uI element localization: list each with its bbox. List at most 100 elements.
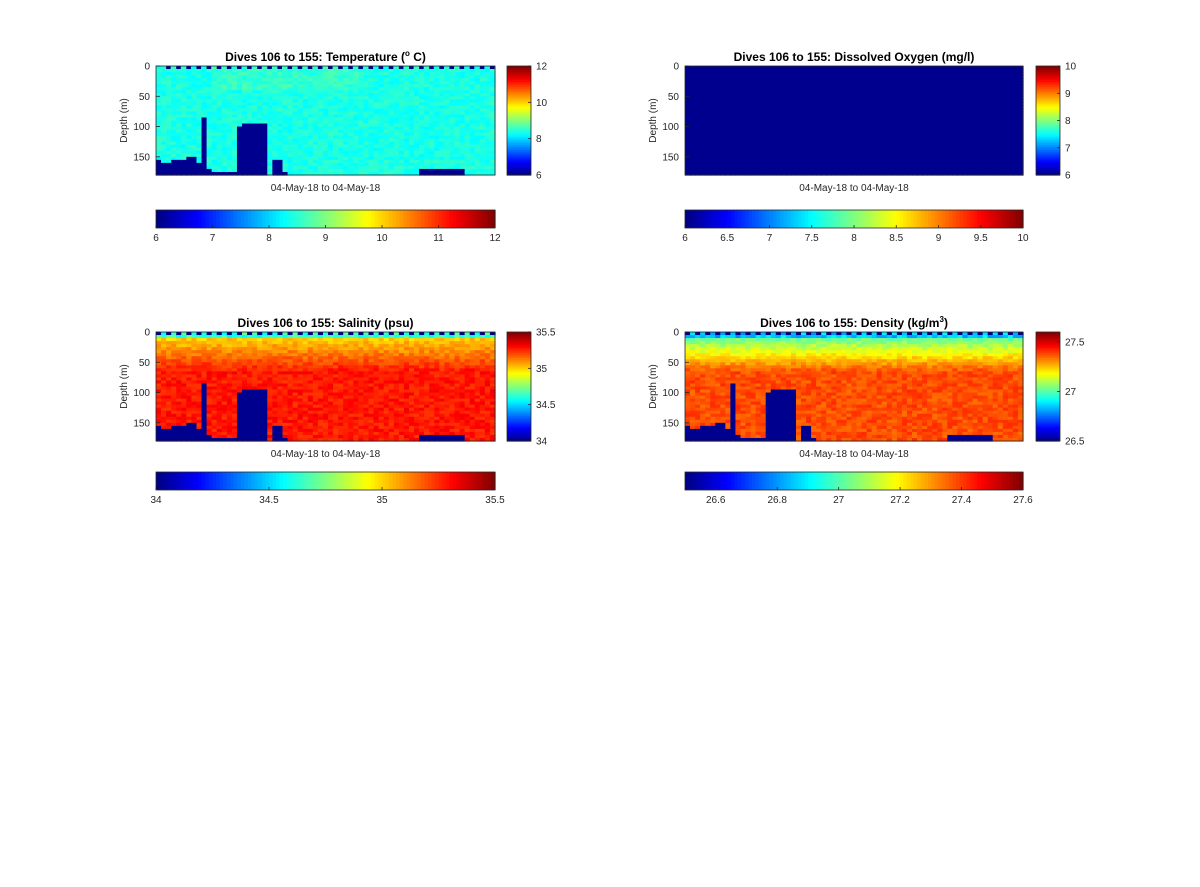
heatmap-cell bbox=[972, 168, 979, 173]
heatmap-cell bbox=[236, 123, 243, 128]
heatmap-cell bbox=[760, 66, 767, 70]
heatmap-cell bbox=[242, 138, 248, 143]
heatmap-cell bbox=[424, 111, 430, 116]
heatmap-cell bbox=[690, 159, 696, 164]
heatmap-cell bbox=[982, 90, 989, 94]
heatmap-cell bbox=[393, 75, 400, 79]
heatmap-cell bbox=[161, 132, 167, 137]
heatmap-cell bbox=[328, 162, 334, 167]
heatmap-cell bbox=[424, 90, 430, 94]
heatmap-cell bbox=[287, 132, 294, 137]
heatmap-cell bbox=[171, 165, 177, 170]
heatmap-cell bbox=[841, 84, 848, 88]
heatmap-cell bbox=[1002, 156, 1009, 161]
colorbar-swatch bbox=[223, 210, 228, 228]
heatmap-cell bbox=[917, 129, 923, 134]
heatmap-cell bbox=[333, 99, 339, 103]
heatmap-cell bbox=[816, 126, 822, 131]
heatmap-cell bbox=[211, 90, 218, 94]
heatmap-cell bbox=[690, 75, 696, 79]
heatmap-cell bbox=[730, 81, 737, 85]
heatmap-cell bbox=[957, 90, 964, 94]
heatmap-cell bbox=[176, 105, 182, 109]
heatmap-cell bbox=[1007, 147, 1014, 152]
heatmap-cell bbox=[262, 69, 268, 73]
heatmap-cell bbox=[745, 69, 752, 73]
heatmap-cell bbox=[811, 84, 817, 88]
heatmap-cell bbox=[695, 162, 701, 167]
heatmap-cell bbox=[328, 156, 334, 161]
heatmap-cell bbox=[710, 99, 716, 103]
heatmap-cell bbox=[403, 132, 410, 137]
heatmap-cell bbox=[1012, 93, 1019, 97]
heatmap-cell bbox=[952, 129, 959, 134]
heatmap-cell bbox=[393, 99, 400, 103]
heatmap-cell bbox=[720, 141, 726, 146]
heatmap-cell bbox=[745, 120, 752, 125]
heatmap-cell bbox=[262, 150, 268, 155]
heatmap-cell bbox=[272, 96, 279, 100]
heatmap-cell bbox=[247, 81, 253, 85]
heatmap-cell bbox=[846, 135, 853, 140]
heatmap-cell bbox=[770, 105, 777, 109]
heatmap-cell bbox=[770, 75, 777, 79]
heatmap-cell bbox=[700, 168, 706, 173]
heatmap-cell bbox=[419, 87, 425, 91]
heatmap-cell bbox=[166, 168, 172, 173]
heatmap-cell bbox=[795, 99, 802, 103]
heatmap-cell bbox=[277, 72, 284, 76]
heatmap-cell bbox=[967, 165, 974, 170]
heatmap-cell bbox=[896, 66, 903, 70]
heatmap-cell bbox=[333, 72, 339, 76]
heatmap-cell bbox=[927, 75, 933, 79]
heatmap-cell bbox=[866, 147, 873, 152]
heatmap-cell bbox=[378, 135, 385, 140]
heatmap-cell bbox=[912, 111, 918, 116]
heatmap-cell bbox=[785, 66, 792, 70]
heatmap-cell bbox=[267, 84, 273, 88]
heatmap-cell bbox=[695, 132, 701, 137]
heatmap-cell bbox=[317, 171, 324, 176]
heatmap-cell bbox=[322, 108, 329, 113]
heatmap-cell bbox=[891, 102, 898, 106]
heatmap-cell bbox=[856, 156, 863, 161]
heatmap-cell bbox=[790, 129, 797, 134]
heatmap-cell bbox=[735, 135, 742, 140]
heatmap-cell bbox=[841, 69, 848, 73]
heatmap-cell bbox=[358, 168, 365, 173]
heatmap-cell bbox=[690, 93, 696, 97]
heatmap-cell bbox=[962, 162, 969, 167]
heatmap-cell bbox=[876, 126, 883, 131]
heatmap-cell bbox=[176, 81, 182, 85]
heatmap-cell bbox=[856, 129, 863, 134]
colorbar-swatch bbox=[507, 147, 531, 151]
heatmap-cell bbox=[1012, 84, 1019, 88]
heatmap-cell bbox=[282, 105, 289, 109]
heatmap-cell bbox=[252, 84, 258, 88]
heatmap-cell bbox=[906, 111, 913, 116]
heatmap-cell bbox=[474, 135, 481, 140]
surface-gap bbox=[206, 66, 212, 69]
heatmap-cell bbox=[846, 111, 853, 116]
heatmap-cell bbox=[166, 75, 172, 79]
heatmap-cell bbox=[252, 159, 258, 164]
heatmap-cell bbox=[927, 120, 933, 125]
heatmap-cell bbox=[439, 129, 445, 134]
heatmap-cell bbox=[972, 84, 979, 88]
heatmap-cell bbox=[302, 168, 309, 173]
heatmap-cells bbox=[685, 66, 1024, 176]
heatmap-cell bbox=[795, 84, 802, 88]
heatmap-cell bbox=[252, 162, 258, 167]
heatmap-cell bbox=[469, 117, 476, 122]
heatmap-cell bbox=[252, 87, 258, 91]
heatmap-cell bbox=[176, 87, 182, 91]
heatmap-cell bbox=[725, 129, 731, 134]
heatmap-cell bbox=[479, 69, 486, 73]
heatmap-cell bbox=[247, 141, 253, 146]
heatmap-cell bbox=[171, 141, 177, 146]
heatmap-cell bbox=[226, 135, 233, 140]
heatmap-cell bbox=[398, 141, 405, 146]
heatmap-cell bbox=[267, 123, 273, 128]
heatmap-cell bbox=[231, 153, 238, 158]
heatmap-cell bbox=[901, 144, 908, 149]
